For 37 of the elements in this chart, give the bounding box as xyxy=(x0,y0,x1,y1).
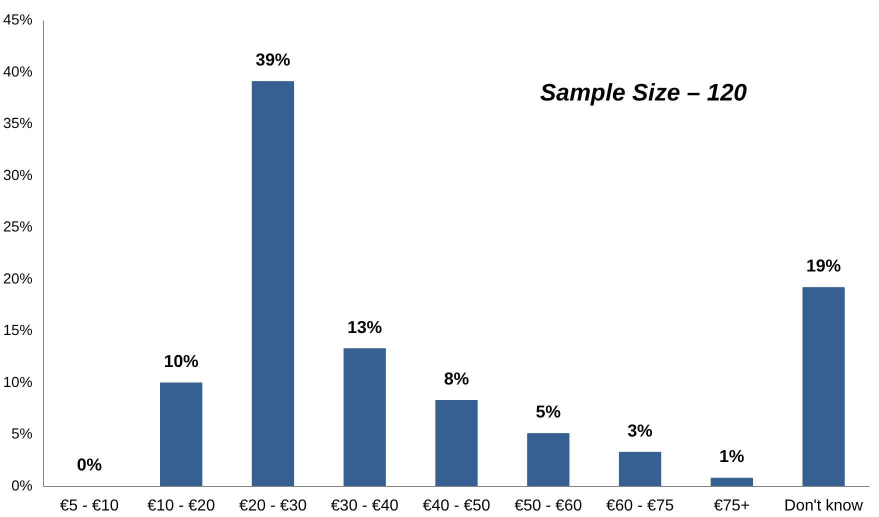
data-label: 13% xyxy=(347,316,382,337)
x-tick-label: €75+ xyxy=(714,498,750,514)
annotation: Sample Size – 120 xyxy=(540,80,748,106)
data-label: 39% xyxy=(256,50,290,70)
data-label: 8% xyxy=(444,368,470,389)
y-tick-label: 0% xyxy=(11,478,33,494)
y-tick-label: 35% xyxy=(3,116,33,132)
data-label: 10% xyxy=(164,350,199,371)
y-tick-label: 30% xyxy=(3,168,33,184)
bar xyxy=(527,433,570,486)
x-tick-label: €5 - €10 xyxy=(60,498,119,514)
y-tick-label: 20% xyxy=(3,271,33,288)
x-tick-label: €20 - €30 xyxy=(239,498,307,514)
data-label: 3% xyxy=(628,420,653,440)
x-tick-label: €10 - €20 xyxy=(147,498,216,514)
x-tick-label: €40 - €50 xyxy=(422,498,490,514)
y-tick-label: 40% xyxy=(3,64,33,80)
x-tick-label: €60 - €75 xyxy=(606,498,674,514)
bar xyxy=(618,452,662,486)
data-label: 0% xyxy=(76,454,102,474)
y-tick-label: 5% xyxy=(11,426,33,443)
y-tick-label: 10% xyxy=(3,374,33,391)
bar xyxy=(160,382,202,486)
bar xyxy=(435,400,478,486)
x-tick-label: €50 - €60 xyxy=(514,498,582,514)
y-tick-label: 45% xyxy=(3,12,33,28)
data-label: 1% xyxy=(719,446,744,466)
bar xyxy=(252,81,294,486)
y-tick-label: 25% xyxy=(3,220,33,236)
data-label: 19% xyxy=(806,256,841,276)
bar xyxy=(802,287,845,486)
y-tick-label: 15% xyxy=(3,323,33,340)
bar xyxy=(344,348,386,486)
x-tick-label: €30 - €40 xyxy=(330,498,399,514)
x-tick-label: Don't know xyxy=(784,498,864,514)
bar xyxy=(710,478,753,486)
data-label: 5% xyxy=(536,402,561,422)
